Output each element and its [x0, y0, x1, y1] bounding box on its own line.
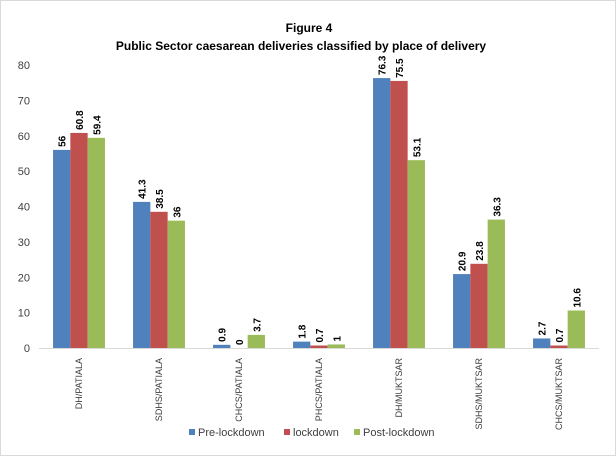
bar: [293, 341, 311, 348]
data-label: 10.6: [572, 288, 583, 308]
data-label: 1: [332, 335, 343, 341]
legend-item: lockdown: [284, 427, 339, 439]
legend-label: Post-lockdown: [363, 427, 435, 439]
bar: [213, 344, 231, 348]
data-label: 0.9: [218, 327, 229, 341]
data-label: 2.7: [538, 321, 549, 335]
legend-item: Post-lockdown: [354, 427, 435, 439]
data-label: 56: [58, 135, 69, 147]
y-tick-label: 60: [18, 131, 30, 143]
bar: [53, 149, 71, 348]
y-tick-label: 30: [18, 237, 30, 249]
bar: [407, 160, 425, 348]
legend-label: lockdown: [293, 427, 339, 439]
legend: Pre-lockdown lockdown Post-lockdown: [189, 427, 435, 439]
x-tick-label: CHCS/PATIALA: [234, 358, 244, 422]
bar: [550, 345, 568, 348]
chart-subtitle: Public Sector caesarean deliveries class…: [116, 39, 487, 53]
bar: [70, 132, 88, 348]
bar: [390, 80, 408, 349]
bar: [567, 310, 585, 348]
legend-swatch: [284, 429, 290, 435]
data-label: 0: [235, 339, 246, 345]
bar: [533, 338, 551, 348]
y-tick-label: 40: [18, 202, 30, 214]
data-label: 36.3: [492, 197, 503, 217]
data-label: 75.5: [395, 58, 406, 78]
bar: [487, 219, 505, 348]
data-label: 53.1: [412, 137, 423, 157]
legend-label: Pre-lockdown: [198, 427, 265, 439]
y-tick-label: 70: [18, 95, 30, 107]
data-label: 20.9: [458, 251, 469, 271]
bars: [53, 78, 585, 349]
bar: [150, 211, 168, 348]
x-tick-label: SDHS/PATIALA: [154, 358, 164, 421]
bar: [133, 201, 151, 348]
y-tick-label: 20: [18, 272, 30, 284]
bar: [470, 263, 488, 348]
data-label: 38.5: [155, 189, 166, 209]
data-label: 23.8: [475, 241, 486, 261]
y-tick-label: 0: [24, 343, 30, 355]
chart-title: Figure 4: [286, 21, 333, 35]
y-tick-label: 10: [18, 308, 30, 320]
x-tick-label: SDHS/MUKTSAR: [474, 358, 484, 430]
legend-swatch: [189, 429, 195, 435]
data-label: 60.8: [75, 110, 86, 130]
legend-swatch: [354, 429, 360, 435]
x-tick-label: DH/PATIALA: [74, 358, 84, 409]
x-tick-label: DH/MUKTSAR: [394, 358, 404, 418]
x-tick-label: PHCS/PATIALA: [314, 358, 324, 421]
y-axis: 0 10 20 30 40 50 60 70 80: [18, 60, 30, 355]
bar: [247, 334, 265, 348]
data-label: 3.7: [252, 318, 263, 332]
y-tick-label: 80: [18, 60, 30, 72]
legend-item: Pre-lockdown: [189, 427, 265, 439]
bar: [310, 345, 328, 348]
data-label: 76.3: [378, 55, 389, 75]
bar: [327, 344, 345, 348]
x-tick-label: CHCS/MUKTSAR: [554, 358, 564, 431]
data-label: 36: [172, 206, 183, 218]
data-label: 1.8: [298, 324, 309, 338]
bar: [373, 78, 391, 348]
x-axis: DH/PATIALA SDHS/PATIALA CHCS/PATIALA PHCS/P…: [39, 348, 599, 431]
data-label: 0.7: [555, 328, 566, 342]
data-label: 41.3: [138, 179, 149, 199]
bar: [87, 137, 105, 348]
bar: [453, 274, 471, 348]
data-labels: 56 60.8 59.4 41.3 38.5 36 0.9 0 3.7 1.8 0.7 1 76.3 75…: [58, 55, 584, 345]
data-label: 0.7: [315, 328, 326, 342]
y-tick-label: 50: [18, 166, 30, 178]
data-label: 59.4: [92, 115, 103, 135]
bar: [167, 220, 185, 348]
